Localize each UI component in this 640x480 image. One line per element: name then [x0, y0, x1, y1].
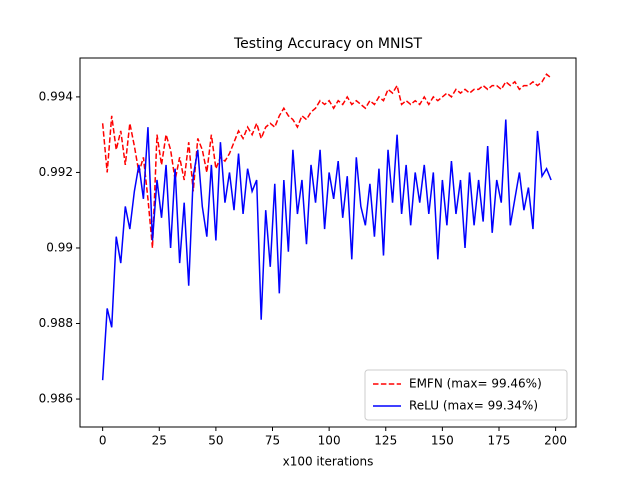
y-tick-label: 0.992 — [39, 165, 73, 179]
x-tick-label: 150 — [431, 434, 454, 448]
series-line — [101, 73, 552, 249]
x-tick-label: 125 — [374, 434, 397, 448]
chart-title: Testing Accuracy on MNIST — [233, 36, 422, 52]
legend-box — [364, 369, 568, 421]
x-axis-label: x100 iterations — [283, 455, 374, 469]
y-tick-label: 0.994 — [39, 89, 73, 103]
x-tick-label: 25 — [152, 434, 167, 448]
y-tick-label: 0.986 — [39, 392, 73, 406]
x-tick-label: 75 — [265, 434, 280, 448]
series-line — [101, 119, 552, 381]
x-tick-label: 100 — [318, 434, 341, 448]
x-tick-label: 200 — [544, 434, 567, 448]
y-tick-label: 0.99 — [46, 240, 73, 254]
legend-label: ReLU (max= 99.34%) — [409, 399, 538, 413]
legend-label: EMFN (max= 99.46%) — [409, 377, 542, 391]
y-tick-label: 0.988 — [39, 316, 73, 330]
x-tick-label: 175 — [488, 434, 511, 448]
plot-frame — [79, 57, 577, 428]
x-tick-label: 0 — [99, 434, 107, 448]
x-tick-label: 50 — [208, 434, 223, 448]
